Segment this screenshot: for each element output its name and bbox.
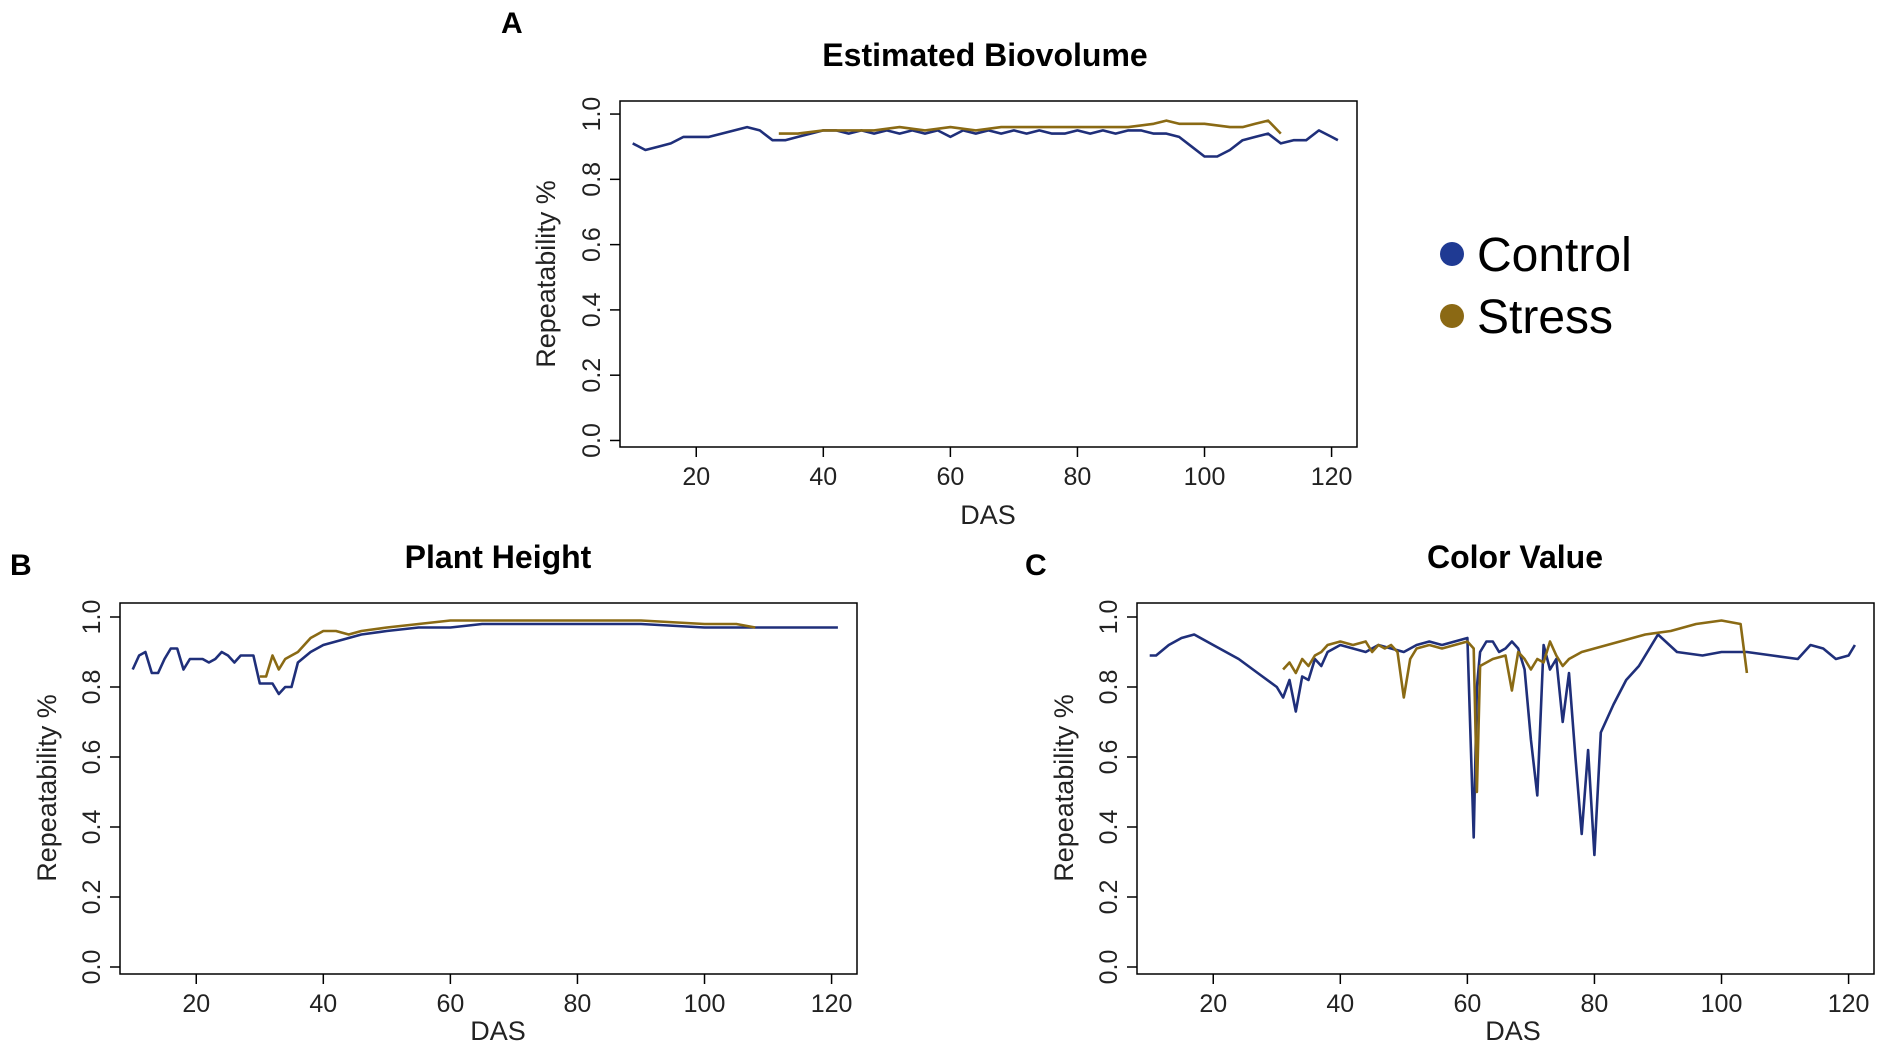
- plot-frame-c: [1136, 602, 1875, 975]
- x-tick-label-b-0: 20: [182, 990, 210, 1018]
- legend-marker-control: [1440, 242, 1464, 266]
- panel-a: A Estimated Biovolume 20 40 60 80 100 120 0.0 0…: [501, 7, 1358, 530]
- series-line-stress-b: [259, 619, 756, 678]
- y-tick-label-a-4: 0.8: [578, 162, 606, 197]
- y-tick-label-a-1: 0.2: [578, 358, 606, 393]
- y-tick-label-c-5: 1.0: [1095, 600, 1123, 635]
- y-axis-label-c: Repeatability %: [1049, 694, 1079, 882]
- y-tick-label-c-1: 0.2: [1095, 880, 1123, 915]
- x-tick-label-c-5: 120: [1828, 990, 1870, 1018]
- y-axis-label-a: Repeatability %: [531, 180, 561, 368]
- x-tick-label-b-5: 120: [811, 990, 853, 1018]
- x-tick-label-a-3: 80: [1064, 463, 1092, 491]
- x-axis-label-a: DAS: [960, 500, 1016, 530]
- x-tick-label-b-1: 40: [309, 990, 337, 1018]
- y-tick-label-a-3: 0.6: [578, 227, 606, 262]
- x-tick-label-a-1: 40: [809, 463, 837, 491]
- series-line-stress-c: [1282, 619, 1749, 794]
- x-tick-label-c-1: 40: [1326, 990, 1354, 1018]
- x-tick-label-c-4: 100: [1701, 990, 1743, 1018]
- chart-title-b: Plant Height: [405, 539, 592, 575]
- x-tick-label-a-0: 20: [682, 463, 710, 491]
- x-axis-label-b: DAS: [470, 1016, 526, 1046]
- y-tick-label-c-4: 0.8: [1095, 670, 1123, 705]
- x-tick-label-a-2: 60: [936, 463, 964, 491]
- y-tick-label-b-1: 0.2: [78, 880, 106, 915]
- y-tick-label-b-3: 0.6: [78, 740, 106, 775]
- panel-c: C Color Value 20 40 60 80 100 120 0.0 0.2 0.4 0.6…: [1025, 539, 1875, 1046]
- y-tick-label-a-5: 1.0: [578, 97, 606, 132]
- panel-letter-b: B: [10, 549, 32, 582]
- y-tick-label-c-2: 0.4: [1095, 810, 1123, 845]
- legend-marker-stress: [1440, 304, 1464, 328]
- y-axis-label-b: Repeatability %: [32, 694, 62, 882]
- x-tick-label-c-0: 20: [1199, 990, 1227, 1018]
- y-tick-label-a-2: 0.4: [578, 292, 606, 327]
- series-line-control-b: [131, 622, 838, 696]
- panel-letter-c: C: [1025, 549, 1047, 582]
- x-tick-label-b-3: 80: [564, 990, 592, 1018]
- y-tick-label-c-3: 0.6: [1095, 740, 1123, 775]
- panel-b: B Plant Height 20 40 60 80 100 120 0.0 0.2 0.4 0.…: [10, 539, 858, 1046]
- y-tick-label-b-5: 1.0: [78, 600, 106, 635]
- y-tick-label-b-4: 0.8: [78, 670, 106, 705]
- x-tick-label-a-5: 120: [1311, 463, 1353, 491]
- plot-frame-a: [619, 100, 1358, 448]
- chart-title-c: Color Value: [1427, 539, 1603, 575]
- plot-frame-b: [119, 602, 858, 975]
- legend-label-control: Control: [1477, 229, 1632, 282]
- y-tick-label-a-0: 0.0: [578, 423, 606, 458]
- x-axis-label-c: DAS: [1485, 1016, 1541, 1046]
- series-line-control-a: [632, 125, 1339, 158]
- series-line-control-c: [1149, 633, 1857, 857]
- x-tick-label-a-4: 100: [1184, 463, 1226, 491]
- y-tick-label-b-0: 0.0: [78, 950, 106, 985]
- x-tick-label-c-2: 60: [1453, 990, 1481, 1018]
- x-tick-label-c-3: 80: [1581, 990, 1609, 1018]
- legend-label-stress: Stress: [1477, 291, 1613, 344]
- x-tick-label-b-2: 60: [436, 990, 464, 1018]
- panel-letter-a: A: [501, 7, 523, 40]
- y-tick-label-b-2: 0.4: [78, 810, 106, 845]
- chart-title-a: Estimated Biovolume: [822, 37, 1147, 73]
- x-tick-label-b-4: 100: [684, 990, 726, 1018]
- series-line-stress-a: [778, 119, 1282, 135]
- y-tick-label-c-0: 0.0: [1095, 950, 1123, 985]
- legend: Control Stress: [1440, 229, 1632, 344]
